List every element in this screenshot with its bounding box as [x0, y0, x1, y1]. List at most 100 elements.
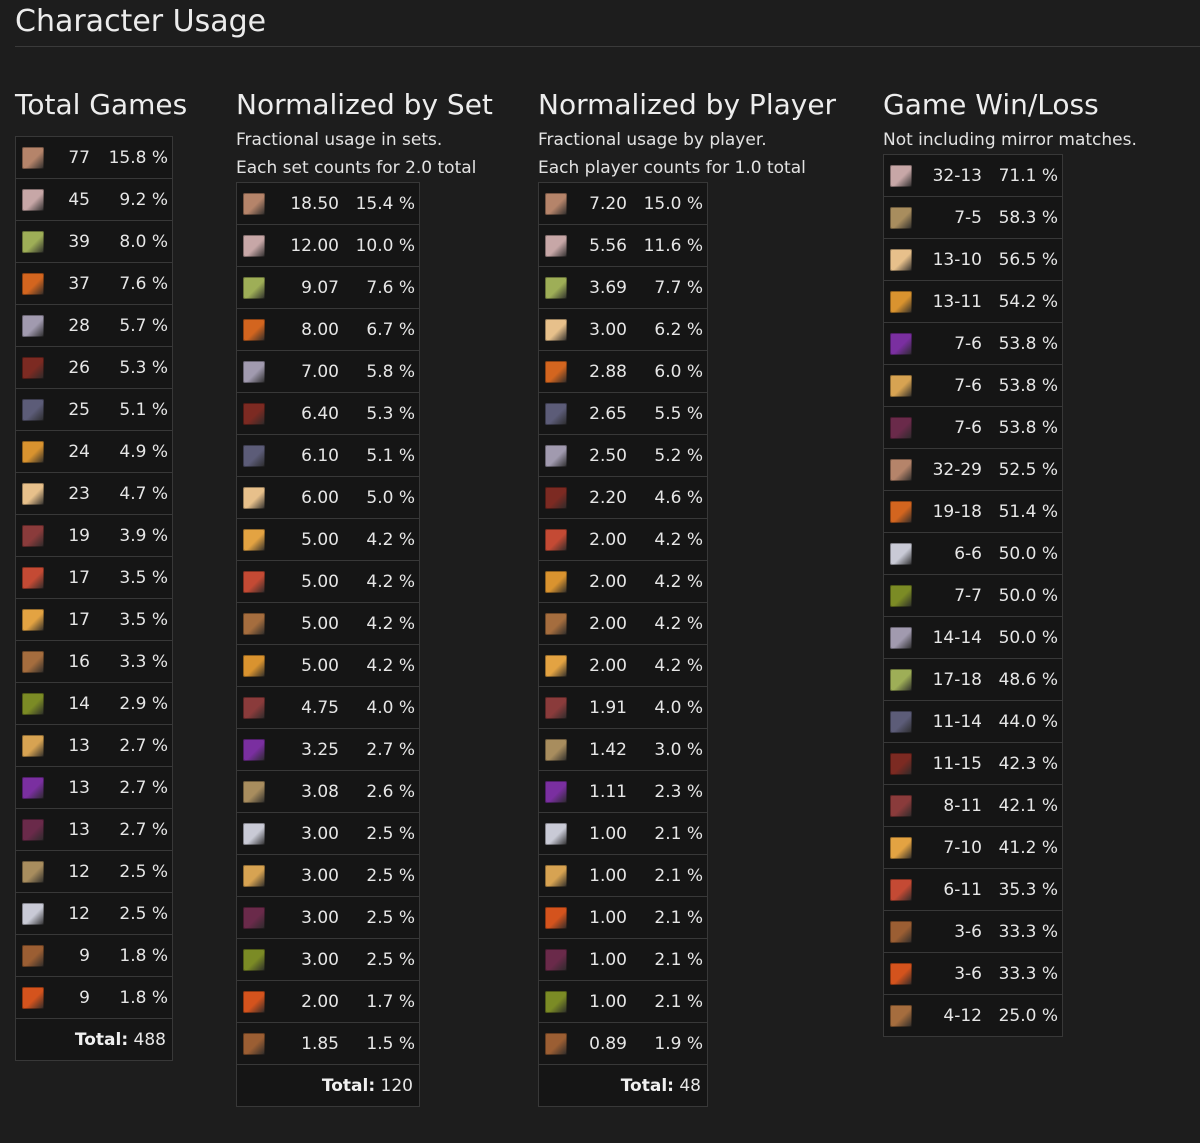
table-row: 7.20 15.0 % — [539, 183, 708, 225]
usage-count: 19 — [48, 514, 94, 557]
icon-cell — [538, 896, 571, 939]
usage-count: 3.25 — [269, 728, 343, 771]
usage-percentage: 4.2 % — [343, 644, 420, 687]
character-portrait-icon — [890, 332, 912, 355]
usage-percentage: 4.6 % — [631, 476, 708, 519]
usage-count: 2.00 — [571, 518, 631, 561]
table-row: 13 2.7 % — [15, 766, 173, 809]
win-percentage: 44.0 % — [986, 700, 1063, 743]
usage-count: 1.91 — [571, 686, 631, 729]
icon-cell — [15, 514, 48, 557]
usage-count: 2.50 — [571, 434, 631, 477]
usage-percentage: 5.2 % — [631, 434, 708, 477]
total-value: 120 — [380, 1075, 413, 1096]
usage-count: 2.00 — [571, 602, 631, 645]
icon-cell — [883, 910, 916, 953]
table-row: 26 5.3 % — [15, 346, 173, 389]
usage-count: 0.89 — [571, 1022, 631, 1065]
total-label: Total: — [321, 1075, 376, 1096]
usage-count: 18.50 — [290, 193, 339, 214]
character-portrait-icon — [243, 822, 265, 845]
usage-percentage: 7.6 % — [94, 262, 173, 305]
win-loss-record: 13-10 — [916, 238, 986, 281]
icon-cell — [236, 728, 269, 771]
table-row: 7-6 53.8 % — [883, 364, 1063, 407]
character-portrait-icon — [545, 654, 567, 677]
character-portrait-icon — [22, 692, 44, 715]
table-row: 6.00 5.0 % — [236, 476, 420, 519]
win-loss-record: 3-6 — [916, 910, 986, 953]
character-portrait-icon — [22, 230, 44, 253]
total-games-section: Total Games 77 15.8 % 45 9.2 % 39 8.0 % 37 7.6 … — [15, 86, 187, 1061]
character-portrait-icon — [890, 290, 912, 313]
character-portrait-icon — [890, 374, 912, 397]
icon-cell — [15, 850, 48, 893]
icon-cell — [236, 1022, 269, 1065]
character-portrait-icon — [890, 1004, 912, 1027]
table-row: 23 4.7 % — [15, 472, 173, 515]
title-divider — [15, 46, 1200, 47]
character-portrait-icon — [545, 444, 567, 467]
table-row: 16 3.3 % — [15, 640, 173, 683]
table-row: 2.00 4.2 % — [538, 602, 708, 645]
character-portrait-icon — [545, 738, 567, 761]
table-row: 12.00 10.0 % — [236, 224, 420, 267]
win-loss-record: 6-11 — [916, 868, 986, 911]
character-portrait-icon — [243, 318, 265, 341]
win-loss-record: 11-14 — [916, 700, 986, 743]
icon-cell — [236, 350, 269, 393]
character-portrait-icon — [22, 272, 44, 295]
icon-cell — [15, 640, 48, 683]
usage-percentage: 15.4 % — [355, 193, 415, 214]
table-row: 2.00 4.2 % — [538, 518, 708, 561]
table-row: 32-13 71.1 % — [884, 155, 1063, 197]
character-portrait-icon — [545, 1032, 567, 1055]
usage-percentage: 3.5 % — [94, 556, 173, 599]
usage-percentage: 2.5 % — [343, 896, 420, 939]
usage-percentage: 15.0 % — [643, 193, 703, 214]
table-row: 11-15 42.3 % — [883, 742, 1063, 785]
usage-percentage: 2.1 % — [631, 854, 708, 897]
usage-count: 13 — [48, 766, 94, 809]
usage-count: 5.00 — [269, 644, 343, 687]
icon-cell — [538, 560, 571, 603]
win-percentage: 58.3 % — [986, 196, 1063, 239]
usage-count: 5.56 — [571, 224, 631, 267]
win-percentage: 25.0 % — [986, 994, 1063, 1037]
character-portrait-icon — [890, 878, 912, 901]
character-portrait-icon — [545, 276, 567, 299]
character-portrait-icon — [243, 192, 265, 215]
usage-percentage: 2.1 % — [631, 980, 708, 1023]
usage-percentage: 2.7 % — [343, 728, 420, 771]
win-percentage: 56.5 % — [986, 238, 1063, 281]
usage-count: 2.00 — [571, 644, 631, 687]
usage-count: 4.75 — [269, 686, 343, 729]
icon-cell — [236, 560, 269, 603]
icon-cell — [16, 137, 49, 179]
usage-count: 2.00 — [269, 980, 343, 1023]
page-title: Character Usage — [15, 4, 267, 39]
normalized-by-player-section: Normalized by Player Fractional usage by… — [538, 86, 836, 1107]
icon-cell — [15, 724, 48, 767]
total-cell: Total: 120 — [236, 1064, 420, 1107]
win-percentage: 52.5 % — [986, 448, 1063, 491]
usage-count: 39 — [48, 220, 94, 263]
icon-cell — [883, 406, 916, 449]
usage-count: 2.88 — [571, 350, 631, 393]
win-loss-record: 14-14 — [916, 616, 986, 659]
usage-percentage: 4.2 % — [343, 602, 420, 645]
icon-cell — [538, 1022, 571, 1065]
icon-cell — [236, 938, 269, 981]
character-portrait-icon — [890, 584, 912, 607]
icon-cell — [538, 980, 571, 1023]
table-row: 7-7 50.0 % — [883, 574, 1063, 617]
win-loss-record: 19-18 — [916, 490, 986, 533]
usage-percentage: 4.9 % — [94, 430, 173, 473]
usage-count: 3.00 — [269, 896, 343, 939]
table-row: 3.00 2.5 % — [236, 896, 420, 939]
table-row: 4-12 25.0 % — [883, 994, 1063, 1037]
character-portrait-icon — [890, 416, 912, 439]
table-row: 37 7.6 % — [15, 262, 173, 305]
table-row: 3-6 33.3 % — [883, 952, 1063, 995]
game-win-loss-section: Game Win/Loss Not including mirror match… — [883, 86, 1137, 1037]
